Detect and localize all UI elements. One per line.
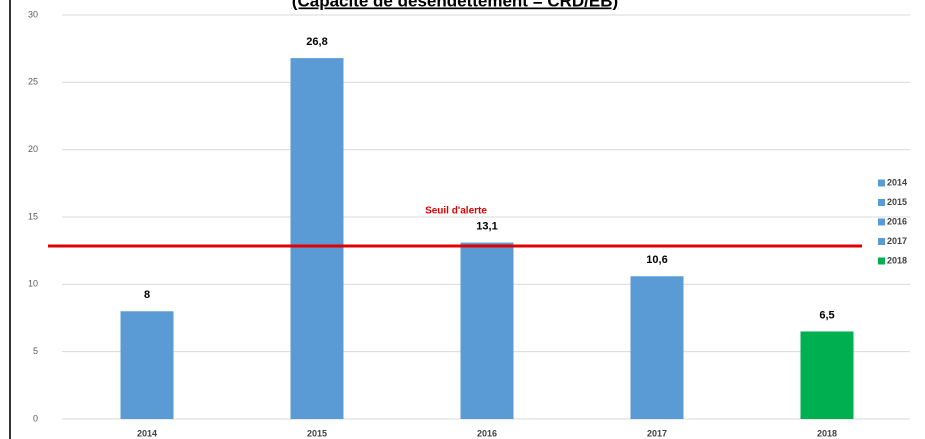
y-tick-label: 5 [33,346,38,356]
value-label: 13,1 [476,220,497,232]
legend-label: 2014 [887,177,907,187]
legend-label: 2016 [887,216,907,226]
legend-swatch [878,238,885,245]
legend-swatch [878,199,885,206]
legend-label: 2018 [887,255,907,265]
value-label: 26,8 [306,36,327,48]
chart-title: (Capacité de désendettement = CRD/EB) [292,0,618,10]
legend-label: 2017 [887,236,907,246]
bar [800,331,854,419]
bar [120,311,174,419]
value-label: 10,6 [646,254,667,266]
value-label: 8 [144,289,150,301]
bar [460,242,514,419]
x-tick-label: 2018 [817,428,837,438]
x-tick-label: 2014 [137,428,157,438]
y-tick-label: 20 [28,144,38,154]
x-tick-label: 2015 [307,428,327,438]
y-tick-label: 30 [28,9,38,19]
value-label: 6,5 [819,309,834,321]
x-tick-label: 2017 [647,428,667,438]
y-tick-label: 15 [28,211,38,221]
y-tick-label: 10 [28,279,38,289]
x-tick-label: 2016 [477,428,497,438]
bar [290,58,344,420]
y-tick-label: 25 [28,77,38,87]
legend-label: 2015 [887,197,907,207]
y-tick-label: 0 [33,413,38,423]
legend-swatch [878,179,885,187]
threshold-label: Seuil d'alerte [425,206,487,217]
legend-swatch [878,257,885,265]
legend-swatch [878,218,885,226]
bar [630,276,684,419]
